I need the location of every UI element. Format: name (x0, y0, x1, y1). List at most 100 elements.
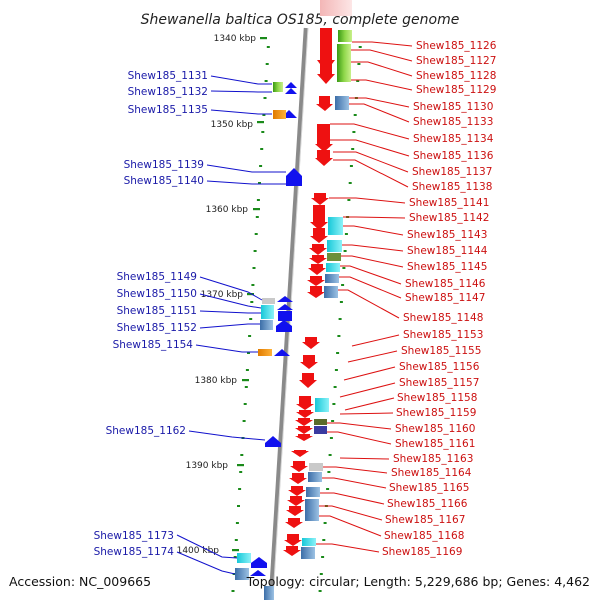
leader-line (338, 289, 400, 319)
minor-tick (256, 199, 260, 201)
gene-label[interactable]: Shew185_1135 (128, 104, 208, 116)
gene-label[interactable]: Shew185_1167 (385, 514, 465, 526)
left-leader-lines (176, 75, 286, 575)
gene-arrow-up (274, 349, 290, 356)
gene-label[interactable]: Shew185_1154 (113, 339, 194, 351)
gene-label[interactable]: Shew185_1140 (124, 175, 204, 187)
gene-label[interactable]: Shew185_1163 (393, 453, 473, 465)
gene-label[interactable]: Shew185_1157 (399, 377, 479, 389)
gene-label[interactable]: Shew185_1138 (412, 181, 492, 193)
right-leader-lines (316, 41, 413, 553)
gene-arrow-up (251, 557, 267, 568)
gene-label[interactable]: Shew185_1162 (106, 425, 186, 437)
gene-label[interactable]: Shew185_1136 (413, 150, 494, 162)
gene-label[interactable]: Shew185_1166 (387, 498, 468, 510)
gene-label[interactable]: Shew185_1133 (413, 116, 493, 128)
gene-label[interactable]: Shew185_1126 (416, 40, 497, 52)
minor-tick (339, 301, 343, 303)
minor-tick (319, 573, 323, 575)
gene-arrow-up (277, 296, 293, 302)
feature-block (308, 472, 322, 482)
reverse-strand-genes (250, 82, 302, 576)
topology-text: Topology: circular; Length: 5,229,686 bp… (246, 574, 590, 589)
leader-line (352, 41, 413, 47)
gene-label[interactable]: Shew185_1159 (396, 407, 476, 419)
leader-line (327, 431, 392, 445)
minor-tick (331, 420, 335, 422)
minor-tick (240, 454, 244, 456)
feature-block (337, 44, 351, 82)
minor-tick (244, 386, 248, 388)
gene-label[interactable]: Shew185_1146 (405, 278, 486, 290)
gene-label[interactable]: Shew185_1161 (395, 438, 475, 450)
gene-arrow-down (284, 534, 302, 546)
gene-label[interactable]: Shew185_1164 (391, 467, 472, 479)
minor-tick (348, 182, 352, 184)
gene-label[interactable]: Shew185_1129 (416, 84, 496, 96)
leader-line (199, 323, 260, 329)
gene-arrow-up (250, 570, 266, 576)
minor-tick (351, 148, 355, 150)
gene-label[interactable]: Shew185_1144 (407, 245, 488, 257)
leader-line (351, 334, 400, 347)
leader-line (210, 90, 272, 93)
leader-line (342, 244, 404, 252)
gene-label[interactable]: Shew185_1151 (117, 305, 197, 317)
gene-arrow-down (308, 264, 326, 275)
gene-arrow-down (307, 276, 325, 286)
gene-label[interactable]: Shew185_1158 (397, 392, 477, 404)
gene-label[interactable]: Shew185_1134 (413, 133, 494, 145)
kbp-tick (237, 464, 244, 467)
gene-label[interactable]: Shew185_1160 (395, 423, 475, 435)
gene-arrow-down (317, 28, 335, 72)
leader-line (340, 265, 402, 285)
leader-line (210, 75, 272, 85)
gene-label[interactable]: Shew185_1150 (117, 288, 197, 300)
leader-line (341, 255, 404, 268)
gene-arrow-up (276, 320, 292, 332)
gene-label[interactable]: Shew185_1165 (389, 482, 469, 494)
gene-arrow-down (310, 228, 328, 243)
forward-strand-features (301, 30, 352, 559)
gene-label[interactable]: Shew185_1149 (117, 271, 197, 283)
gene-label[interactable]: Shew185_1174 (94, 546, 175, 558)
gene-label[interactable]: Shew185_1143 (407, 229, 487, 241)
minor-tick (336, 352, 340, 354)
gene-label[interactable]: Shew185_1148 (403, 312, 483, 324)
kbp-tick (232, 549, 239, 552)
gene-label[interactable]: Shew185_1152 (117, 322, 197, 334)
gene-label[interactable]: Shew185_1156 (399, 361, 480, 373)
gene-arrow-down (302, 337, 320, 349)
gene-label[interactable]: Shew185_1142 (409, 212, 489, 224)
gene-label[interactable]: Shew185_1153 (403, 329, 483, 341)
kbp-label: 1340 kbp (214, 34, 257, 44)
kbp-label: 1370 kbp (201, 290, 244, 300)
gene-label[interactable]: Shew185_1145 (407, 261, 487, 273)
gene-label[interactable]: Shew185_1131 (128, 70, 208, 82)
minor-tick (258, 182, 261, 184)
gene-label[interactable]: Shew185_1132 (128, 86, 208, 98)
gene-label[interactable]: Shew185_1147 (405, 292, 485, 304)
gene-arrow-down (299, 373, 317, 388)
minor-tick (248, 335, 252, 337)
gene-label[interactable]: Shew185_1127 (416, 55, 496, 67)
gene-label[interactable]: Shew185_1169 (382, 546, 462, 558)
gene-label[interactable]: Shew185_1155 (401, 345, 481, 357)
gene-label[interactable]: Shew185_1137 (412, 166, 492, 178)
gene-label[interactable]: Shew185_1141 (409, 197, 489, 209)
leader-line (339, 382, 396, 398)
leader-line (339, 412, 394, 415)
gene-label[interactable]: Shew185_1128 (416, 70, 496, 82)
gene-arrow-down (315, 124, 333, 152)
leader-line (333, 159, 409, 188)
feature-block (235, 568, 249, 580)
minor-tick (353, 114, 357, 116)
gene-label[interactable]: Shew185_1168 (384, 530, 464, 542)
gene-label[interactable]: Shew185_1139 (124, 159, 204, 171)
top-feature-band (320, 0, 352, 16)
leader-line (176, 551, 236, 575)
gene-label[interactable]: Shew185_1173 (94, 530, 174, 542)
gene-label[interactable]: Shew185_1130 (413, 101, 493, 113)
gene-arrow-down (288, 486, 306, 496)
leader-line (206, 180, 286, 185)
